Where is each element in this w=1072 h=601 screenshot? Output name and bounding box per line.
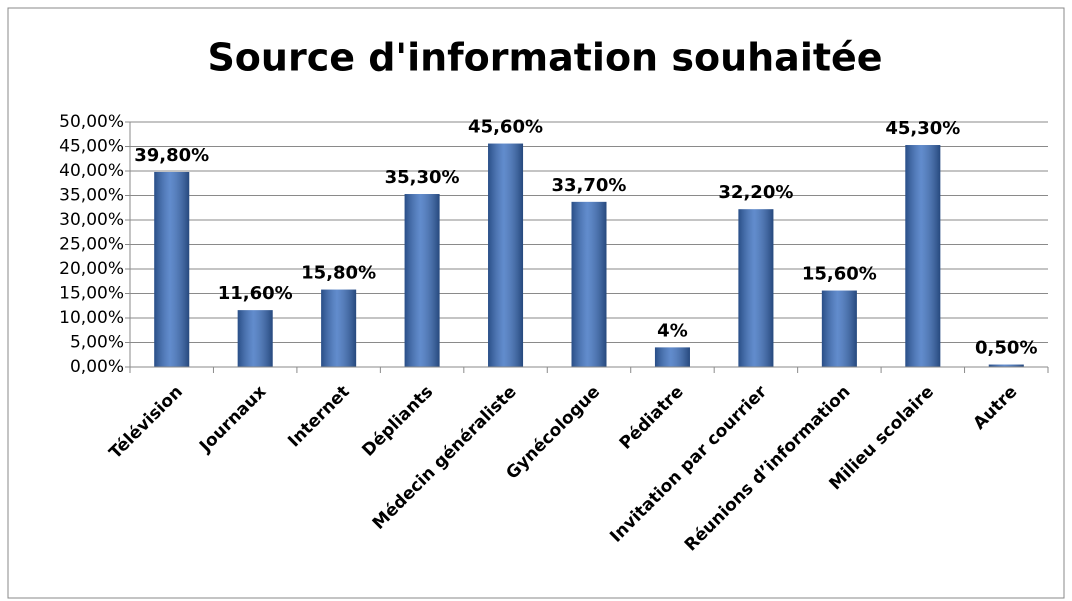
y-tick-label: 45,00% [59, 137, 124, 157]
value-label: 32,20% [718, 182, 793, 203]
value-label: 35,30% [385, 167, 460, 188]
bar-shade [571, 201, 607, 367]
y-tick-label: 50,00% [59, 112, 124, 132]
y-tick-label: 0,00% [70, 357, 124, 377]
y-tick-label: 15,00% [59, 284, 124, 304]
bar-shade [488, 143, 524, 367]
value-label: 15,80% [301, 263, 376, 284]
y-tick-label: 35,00% [59, 186, 124, 206]
y-tick-label: 30,00% [59, 210, 124, 230]
y-tick-label: 20,00% [59, 259, 124, 279]
value-label: 45,30% [885, 118, 960, 139]
bar-shade [321, 289, 357, 367]
value-label: 15,60% [802, 264, 877, 285]
y-tick-label: 10,00% [59, 308, 124, 328]
bar-shade [988, 364, 1024, 367]
y-tick-label: 40,00% [59, 161, 124, 181]
bar-shade [404, 194, 440, 367]
bar-shade [237, 310, 273, 367]
value-label: 11,60% [218, 283, 293, 304]
value-label: 33,70% [552, 175, 627, 196]
value-label: 4% [657, 320, 688, 341]
bar-shade [654, 347, 690, 367]
bar-shade [905, 145, 941, 367]
value-label: 39,80% [134, 145, 209, 166]
value-label: 45,60% [468, 117, 543, 138]
y-tick-label: 25,00% [59, 235, 124, 255]
bar-shade [154, 171, 190, 367]
chart-title: Source d'information souhaitée [207, 36, 882, 80]
bar-shade [821, 290, 857, 367]
value-label: 0,50% [975, 338, 1037, 359]
bar-shade [738, 209, 774, 367]
y-tick-label: 5,00% [70, 333, 124, 353]
